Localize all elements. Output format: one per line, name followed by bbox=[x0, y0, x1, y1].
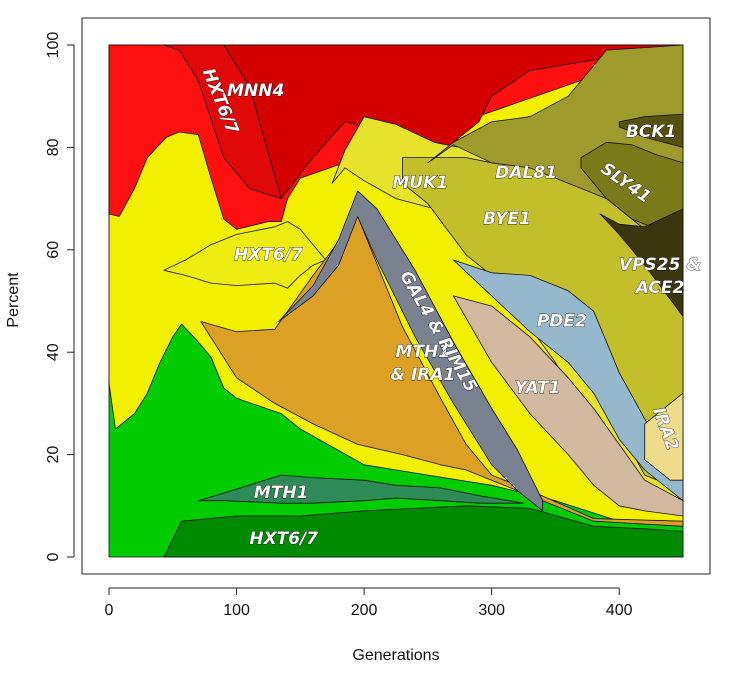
x-tick-label: 0 bbox=[105, 602, 114, 619]
band-label: MNN4 bbox=[227, 81, 284, 101]
x-tick-label: 400 bbox=[606, 602, 633, 619]
area-band-gal4-rim15 bbox=[278, 190, 544, 512]
band-label: BCK1 bbox=[626, 122, 676, 142]
band-label: & IRA1 bbox=[390, 365, 455, 385]
area-band-ira2 bbox=[644, 392, 684, 481]
y-tick-label: 20 bbox=[45, 446, 62, 464]
band-label: BYE1 bbox=[483, 209, 531, 229]
y-tick-label: 40 bbox=[45, 343, 62, 361]
band-label: ACE2 bbox=[634, 278, 685, 298]
x-tick-label: 100 bbox=[223, 602, 250, 619]
x-axis: 0 100 200 300 400 bbox=[105, 587, 633, 619]
plot-frame bbox=[81, 17, 711, 575]
area-band-hxt67-low bbox=[163, 505, 684, 558]
x-tick-label: 300 bbox=[478, 602, 505, 619]
area-band-bck1 bbox=[618, 113, 684, 148]
band-label: PDE2 bbox=[537, 311, 587, 331]
y-axis: 0 20 40 60 80 100 bbox=[45, 32, 75, 561]
y-tick-label: 0 bbox=[45, 552, 62, 561]
area-bands bbox=[108, 44, 684, 558]
band-label: MTH1 bbox=[395, 342, 450, 362]
band-label: DAL81 bbox=[495, 163, 557, 183]
area-band-yat1 bbox=[453, 295, 684, 517]
area-band-hxt67-top bbox=[163, 44, 282, 199]
band-label: HXT6/7 bbox=[249, 529, 318, 549]
x-tick-label: 200 bbox=[351, 602, 378, 619]
band-label: MUK1 bbox=[392, 173, 448, 193]
y-tick-label: 60 bbox=[45, 241, 62, 259]
band-label: YAT1 bbox=[515, 378, 561, 398]
y-axis-label: Percent bbox=[5, 272, 22, 328]
area-band-mth1-low bbox=[197, 474, 524, 504]
area-band-pde2 bbox=[453, 259, 684, 502]
band-label: MTH1 bbox=[254, 483, 309, 503]
band-label: HXT6/7 bbox=[234, 245, 303, 265]
y-tick-label: 100 bbox=[45, 32, 62, 59]
area-band-vps25-ace2 bbox=[599, 208, 684, 317]
band-label: VPS25 & bbox=[619, 255, 701, 275]
x-axis-label: Generations bbox=[352, 647, 439, 664]
y-tick-label: 80 bbox=[45, 138, 62, 156]
